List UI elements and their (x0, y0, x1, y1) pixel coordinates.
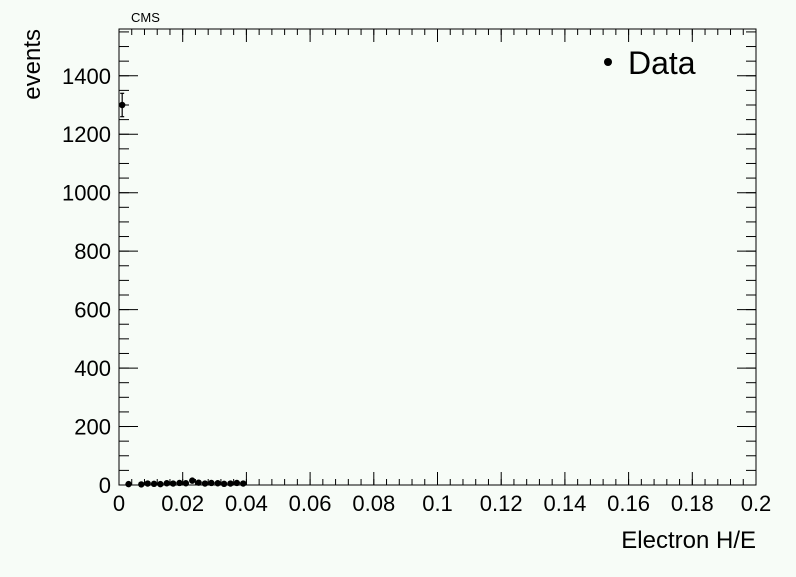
x-tick-label: 0.2 (741, 491, 772, 516)
data-marker (189, 477, 196, 484)
data-marker (150, 480, 158, 488)
y-axis-label: events (19, 29, 46, 100)
data-marker (195, 479, 202, 486)
y-tick-label: 1400 (62, 64, 111, 89)
data-point (125, 480, 132, 488)
x-tick-label: 0.06 (289, 491, 332, 516)
x-tick-label: 0.1 (422, 491, 453, 516)
legend-marker (604, 58, 612, 66)
x-tick-label: 0.16 (607, 491, 650, 516)
data-marker (169, 480, 177, 487)
data-marker (118, 101, 126, 109)
x-tick-label: 0.02 (161, 491, 204, 516)
plot-frame (118, 28, 757, 486)
data-marker (201, 480, 209, 487)
data-marker (157, 480, 164, 488)
x-axis-label: Electron H/E (621, 527, 756, 554)
x-tick-label: 0.08 (352, 491, 395, 516)
y-tick-label: 200 (74, 415, 111, 440)
data-marker (240, 480, 247, 487)
legend: Data (604, 45, 696, 81)
data-point (240, 480, 247, 487)
x-tick-label: 0.12 (480, 491, 523, 516)
y-tick-label: 1000 (62, 181, 111, 206)
data-point (227, 480, 234, 487)
data-point (118, 92, 126, 118)
data-point (189, 477, 196, 484)
chart-title: CMS (131, 10, 160, 25)
y-tick-label: 400 (74, 356, 111, 381)
y-tick-label: 1200 (62, 122, 111, 147)
x-tick-label: 0 (113, 491, 125, 516)
y-tick-label: 0 (99, 473, 111, 498)
data-point (157, 480, 164, 488)
data-marker (138, 481, 145, 488)
x-tick-label: 0.18 (671, 491, 714, 516)
data-point (138, 481, 145, 488)
data-point (195, 479, 202, 486)
data-marker (144, 480, 151, 487)
data-point (150, 480, 158, 488)
data-marker (220, 480, 228, 488)
legend-entry-data: Data (628, 45, 696, 81)
data-marker (227, 480, 234, 487)
x-tick-label: 0.14 (543, 491, 586, 516)
axis-ticks (118, 29, 757, 486)
y-tick-label: 800 (74, 239, 111, 264)
tick-labels: 0 0.02 0.04 0.06 0.08 0.1 0.12 0.14 0.16 0.18 0.2 0… (62, 64, 771, 516)
data-point (144, 480, 151, 487)
y-tick-label: 600 (74, 298, 111, 323)
data-point (201, 480, 209, 487)
data-marker (125, 480, 132, 488)
data-point (220, 480, 228, 488)
x-tick-label: 0.04 (225, 491, 268, 516)
data-point (169, 480, 177, 487)
